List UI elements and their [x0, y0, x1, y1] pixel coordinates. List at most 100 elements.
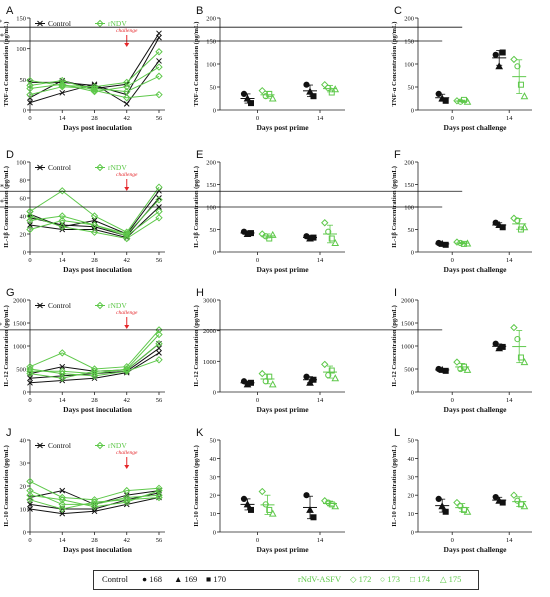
y-tick-label: 60: [20, 196, 27, 203]
data-point-control: [243, 500, 252, 508]
data-point-rndv: [26, 477, 34, 486]
data-point-rndv: [155, 183, 163, 191]
panel-j: J 0 10 20 30 40 IL-10 Concentration (pg/mL) Day…: [3, 427, 165, 554]
data-point-rndv: [155, 90, 163, 99]
series-line-rndv: [29, 329, 160, 370]
data-point-control: [442, 97, 449, 104]
data-point-rndv: [90, 496, 99, 504]
data-point-rndv: [155, 48, 163, 56]
y-tick-label: 0: [213, 250, 216, 257]
x-tick-label: 28: [91, 257, 98, 264]
data-point-rndv: [514, 497, 521, 504]
x-axis-label: Days post prime: [256, 123, 309, 132]
data-point-control: [492, 340, 499, 347]
data-point-rndv: [58, 374, 66, 382]
y-tick-label: 1500: [401, 321, 414, 328]
x-tick-label: 0: [28, 115, 31, 122]
data-point-rndv: [463, 239, 472, 247]
data-point-control: [435, 90, 442, 98]
data-point-rndv: [453, 358, 461, 366]
y-tick-label: 20: [20, 232, 27, 239]
data-point-rndv: [321, 360, 329, 369]
data-point-rndv: [26, 486, 34, 495]
y-tick-label: 0: [213, 108, 216, 115]
legend-rndv-175: △ 175: [440, 574, 462, 584]
data-point-rndv: [90, 365, 99, 373]
data-point-control: [91, 217, 98, 224]
x-tick-label: 14: [59, 397, 66, 404]
data-point-rndv: [155, 330, 163, 339]
data-point-control: [495, 62, 504, 70]
data-point-control: [442, 367, 449, 374]
y-tick-label: 40: [210, 456, 217, 463]
y-tick-label: 30: [20, 461, 27, 468]
data-point-rndv: [331, 374, 340, 382]
data-point-rndv: [258, 369, 266, 378]
data-point-control: [499, 343, 506, 350]
y-tick-label: 20: [210, 493, 217, 500]
x-tick-label: 0: [28, 537, 31, 544]
y-tick-label: 150: [206, 182, 216, 189]
y-tick-label: 10: [408, 511, 415, 518]
y-tick-label: 100: [206, 62, 216, 69]
figure-legend: Control ● 168 ▲ 169 ■ 170 rNdV-ASFV ◇ 17…: [93, 570, 479, 590]
data-point-rndv: [90, 502, 99, 511]
legend-text-rndv: rNDV: [108, 163, 127, 172]
data-point-rndv: [460, 363, 467, 370]
data-point-rndv: [123, 230, 131, 238]
panel-label: G: [6, 287, 15, 299]
x-axis-label: Days post inoculation: [63, 545, 133, 554]
y-tick-label: 1000: [203, 359, 216, 366]
data-point-rndv: [123, 493, 131, 502]
legend-marker-rndv: [96, 441, 104, 450]
legend-rndv-label: rNdV-ASFV: [298, 574, 342, 584]
data-point-control: [303, 492, 310, 499]
x-tick-label: 28: [91, 397, 98, 404]
legend-text-rndv: rNDV: [108, 441, 127, 450]
data-point-rndv: [58, 367, 66, 376]
data-point-control: [492, 493, 499, 501]
x-tick-label: 0: [256, 257, 259, 264]
legend-text-control: Control: [48, 19, 71, 28]
x-axis-label: Days post challenge: [444, 545, 508, 554]
y-tick-label: 40: [20, 214, 27, 221]
data-point-control: [310, 376, 317, 383]
series-line-rndv: [29, 75, 160, 96]
data-point-control: [59, 487, 66, 494]
data-point-rndv: [463, 507, 472, 515]
panel-label: K: [196, 427, 204, 439]
data-point-rndv: [58, 496, 66, 504]
challenge-annotation: challenge: [116, 172, 138, 178]
data-point-rndv: [123, 367, 131, 376]
data-point-rndv: [155, 486, 163, 495]
data-point-rndv: [58, 505, 66, 513]
series-line-rndv: [29, 186, 160, 233]
y-tick-label: 30: [408, 474, 415, 481]
data-point-rndv: [26, 207, 34, 216]
series-line-rndv: [29, 497, 160, 510]
panel-label: D: [6, 149, 14, 161]
y-tick-label: 150: [404, 182, 414, 189]
data-point-rndv: [321, 219, 329, 227]
x-tick-label: 56: [156, 115, 163, 122]
legend-control-169: ▲ 169: [174, 574, 198, 584]
data-point-rndv: [123, 94, 131, 102]
data-point-control: [156, 30, 162, 37]
y-tick-label: 0: [23, 530, 26, 537]
y-tick-label: 0: [213, 530, 216, 537]
x-axis-label: Days post inoculation: [63, 123, 133, 132]
data-point-rndv: [58, 76, 66, 85]
data-point-control: [59, 363, 66, 370]
x-axis-label: Days post inoculation: [63, 265, 133, 274]
legend-text-control: Control: [48, 301, 71, 310]
data-point-control: [156, 350, 162, 356]
data-point-rndv: [520, 223, 529, 231]
data-point-rndv: [90, 86, 99, 95]
data-point-rndv: [266, 235, 273, 242]
challenge-arrowhead: [124, 187, 130, 191]
x-tick-label: 56: [156, 257, 163, 264]
x-tick-label: 14: [506, 397, 513, 404]
panel-label: A: [6, 5, 14, 17]
